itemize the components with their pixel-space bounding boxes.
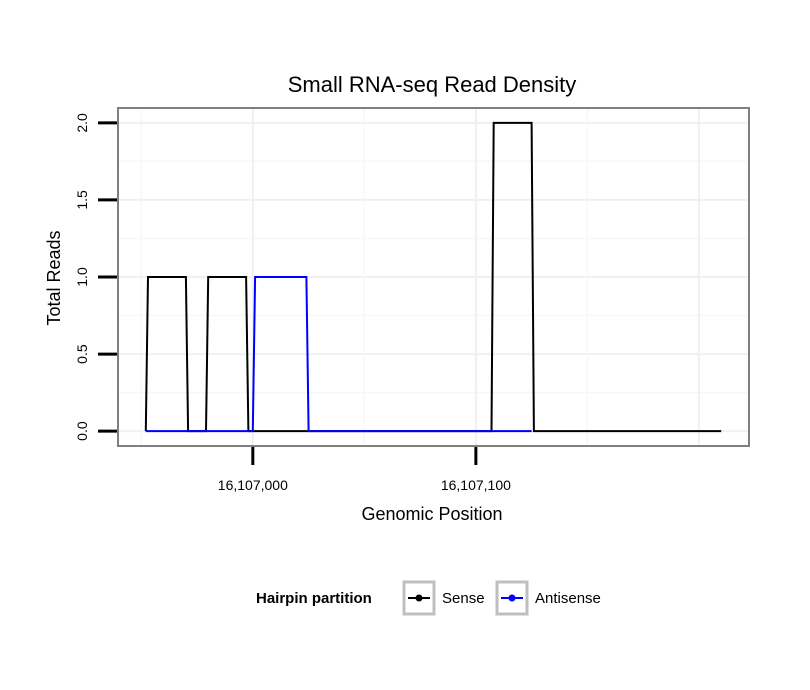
legend-label-sense: Sense bbox=[442, 590, 485, 607]
series-layer bbox=[144, 121, 722, 433]
y-axis-label: Total Reads bbox=[44, 230, 64, 325]
legend-label-antisense: Antisense bbox=[535, 590, 601, 607]
y-axis-ticks: 0.0 0.5 1.0 1.5 2.0 bbox=[74, 113, 117, 441]
series-line-antisense bbox=[145, 276, 532, 433]
x-tick-label: 16,107,000 bbox=[218, 477, 288, 493]
legend-key-point bbox=[415, 594, 423, 602]
y-tick-label: 1.5 bbox=[74, 190, 90, 210]
y-tick-label: 2.0 bbox=[74, 113, 90, 133]
series-line-sense bbox=[144, 121, 722, 433]
x-axis-label: Genomic Position bbox=[361, 504, 502, 524]
legend-key-point bbox=[508, 594, 516, 602]
grid bbox=[119, 109, 748, 445]
y-tick-label: 0.0 bbox=[74, 421, 90, 441]
y-tick-label: 1.0 bbox=[74, 267, 90, 287]
chart-title: Small RNA-seq Read Density bbox=[288, 72, 577, 97]
y-tick-label: 0.5 bbox=[74, 344, 90, 364]
x-tick-label: 16,107,100 bbox=[441, 477, 511, 493]
legend: Hairpin partition Sense Antisense bbox=[256, 580, 601, 616]
legend-title: Hairpin partition bbox=[256, 590, 372, 607]
plot-panel-border bbox=[117, 107, 750, 447]
x-axis-ticks: 16,107,000 16,107,100 bbox=[218, 447, 511, 493]
